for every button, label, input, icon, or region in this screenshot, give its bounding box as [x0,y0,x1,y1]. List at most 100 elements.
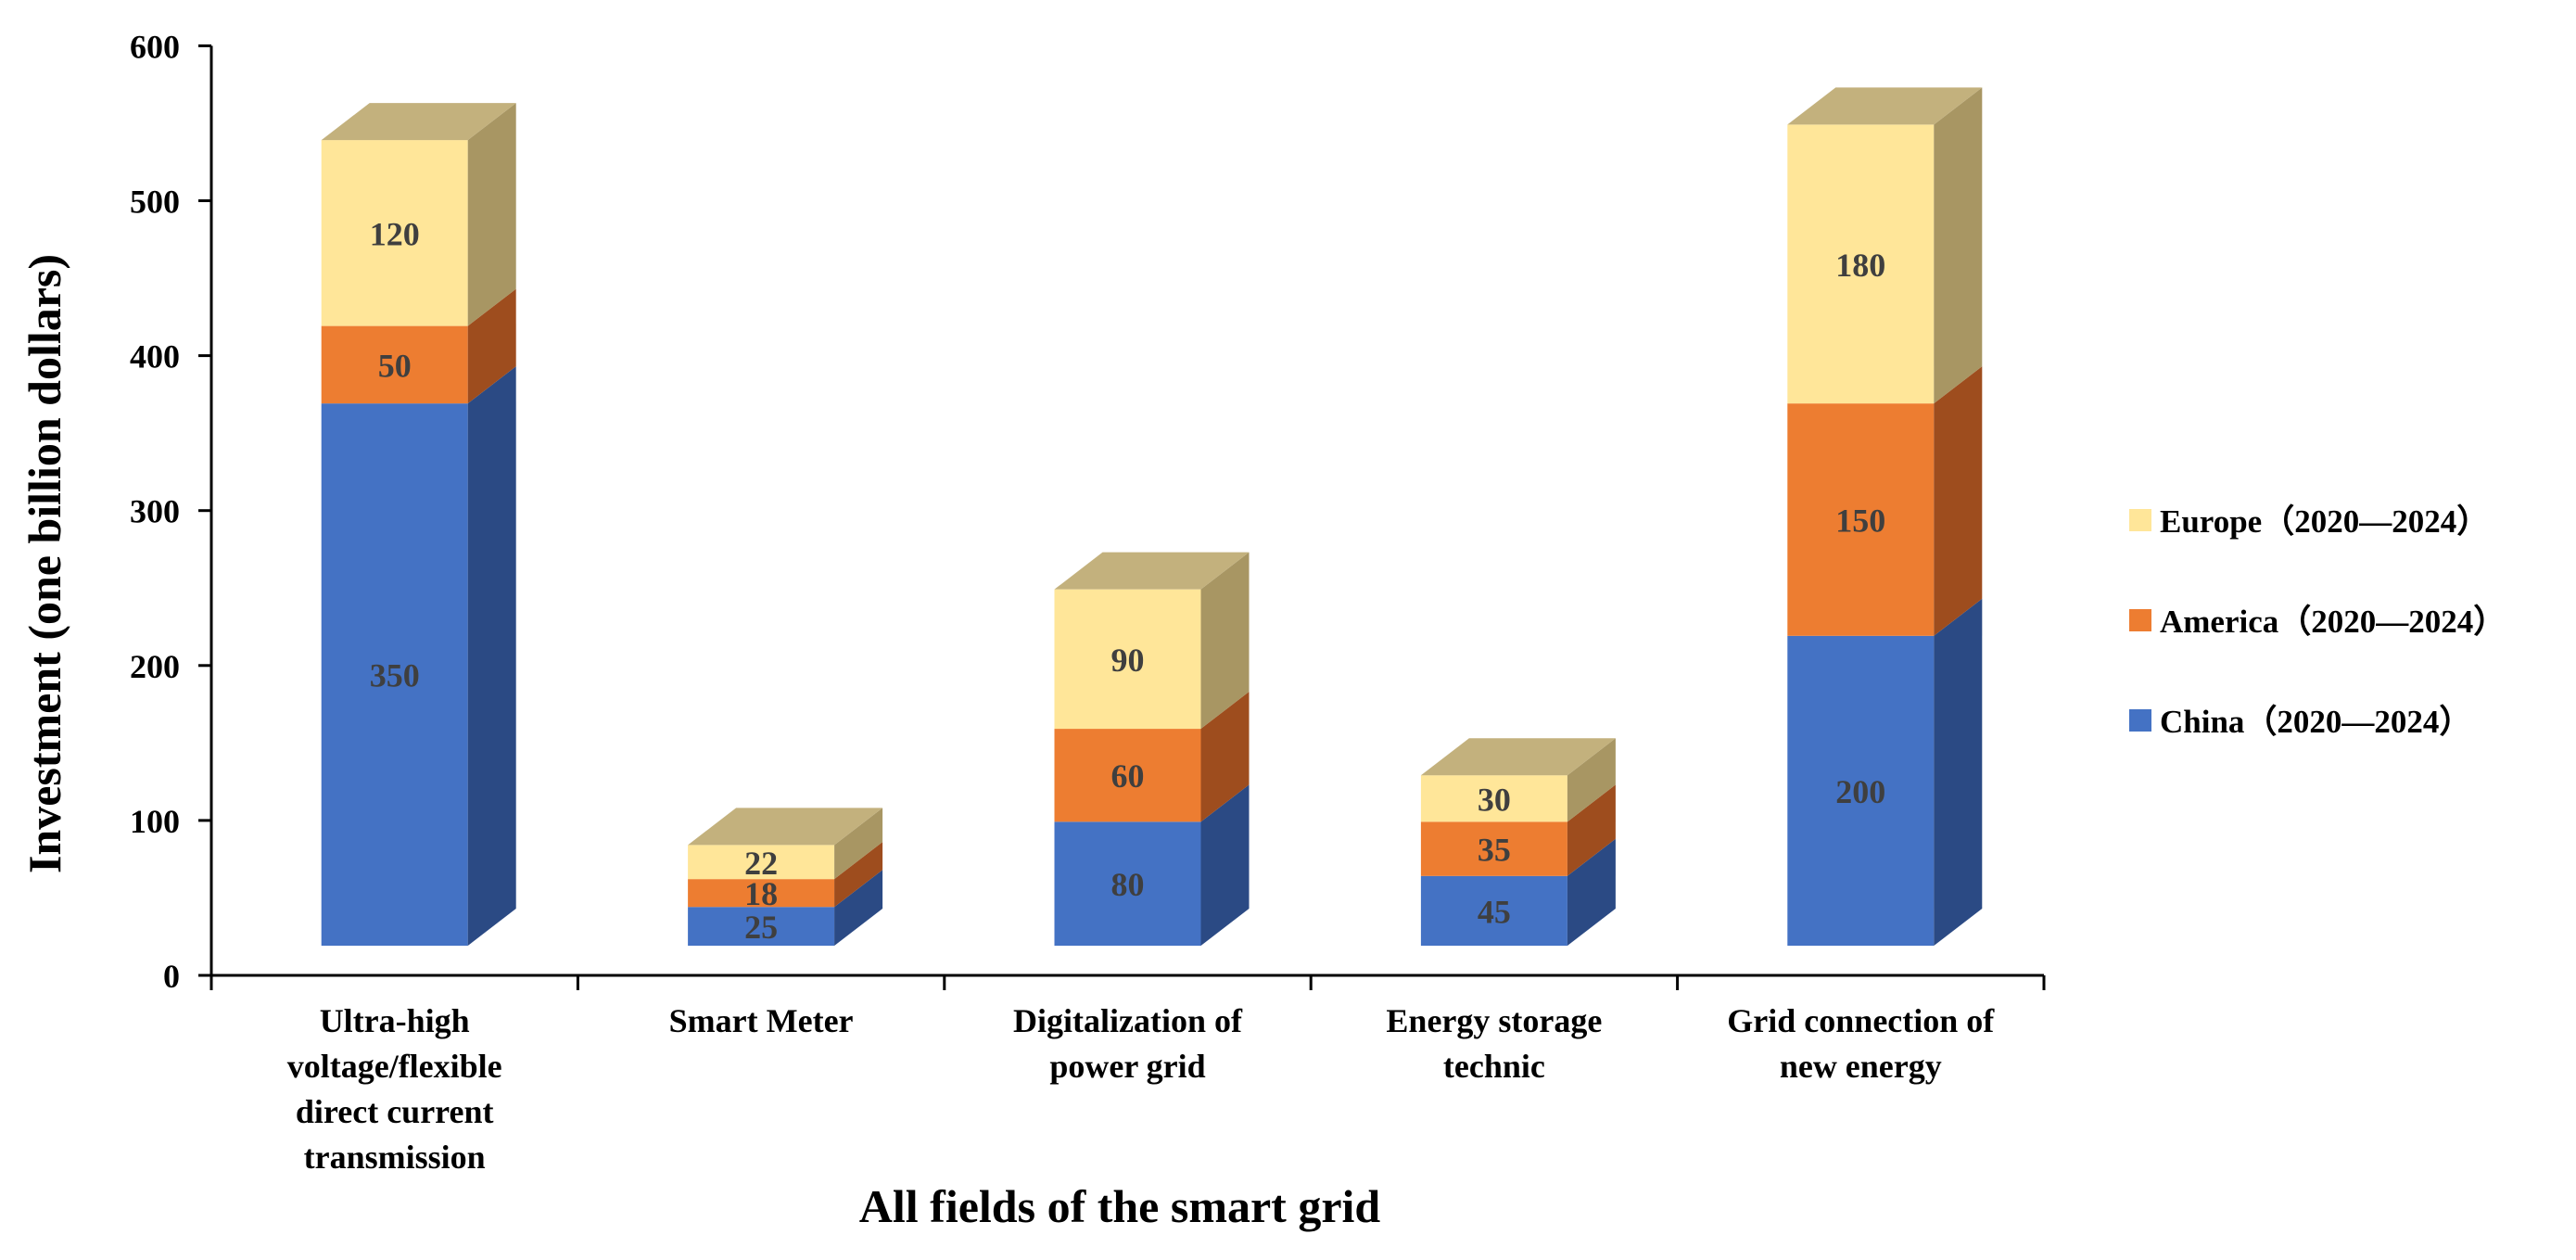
y-tick-label: 200 [130,648,180,685]
legend: Europe（2020—2024） America（2020—2024） China… [2129,503,2506,740]
bar-top-face [1054,552,1250,590]
bar-stack [1420,738,1616,946]
data-label: 25 [744,909,778,946]
y-axis-title: Investment (one billion dollars) [19,254,70,873]
data-label: 22 [744,845,778,882]
bar-front-face [1054,821,1201,946]
bar-segment [1054,552,1250,730]
bar-front-face [1420,775,1567,822]
data-label: 18 [744,875,778,912]
bar-segment [688,842,883,908]
legend-item: America（2020—2024） [2129,604,2506,640]
bar-segment [1420,784,1616,876]
bar-top-face [688,808,883,846]
y-tick-label: 100 [130,803,180,840]
category-label: Ultra-high voltage/flexible direct current… [287,1002,502,1176]
data-label: 45 [1478,893,1511,930]
category-label: Digitalization of power grid [1013,1002,1243,1085]
bar-top-face [1420,738,1616,776]
bar-side-face [834,842,883,908]
bar-front-face [688,907,835,946]
data-label: 50 [378,347,412,384]
bar-stack [1787,87,1983,946]
bar-side-face [1934,366,1983,636]
y-tick-label: 600 [130,28,180,65]
bar-segment [321,366,516,946]
legend-item: Europe（2020—2024） [2129,503,2489,540]
data-label: 60 [1111,757,1145,795]
bar-front-face [1787,124,1935,404]
bar-segment [1054,692,1250,822]
y-tick-label: 0 [163,958,180,995]
bar-stack [1054,552,1250,946]
legend-item: China（2020—2024） [2129,704,2471,740]
y-tick-label: 400 [130,338,180,375]
legend-label: China（2020—2024） [2160,704,2471,740]
bar-segment [688,808,883,880]
bar-side-face [1567,738,1616,822]
bar-front-face [1054,729,1201,822]
x-axis-title: All fields of the smart grid [859,1180,1381,1232]
bar-segment [688,870,883,946]
category-label: Grid connection of new energy [1727,1002,1995,1085]
legend-swatch [2129,709,2151,732]
data-label: 180 [1835,247,1885,284]
legend-label: Europe（2020—2024） [2160,503,2489,540]
data-label: 90 [1111,642,1145,679]
bar-segment [1054,784,1250,946]
data-label: 150 [1835,502,1885,539]
legend-swatch [2129,509,2151,531]
bar-front-face [1054,589,1201,730]
bar-side-face [1567,784,1616,876]
bar-front-face [321,140,468,326]
bar-front-face [688,845,835,880]
data-label: 120 [370,215,420,252]
bar-front-face [1420,821,1567,876]
y-tick-label: 500 [130,184,180,221]
bar-side-face [834,870,883,946]
category-labels: Ultra-high voltage/flexible direct current… [287,1002,1996,1176]
bar-side-face [467,288,516,404]
bars [321,87,1983,946]
data-label: 35 [1478,832,1511,869]
bar-segment [1420,838,1616,946]
bar-segment [1787,87,1983,404]
bar-side-face [1934,598,1983,946]
bar-side-face [1200,784,1250,946]
bar-segment [1420,738,1616,822]
bar-top-face [1787,87,1983,125]
legend-swatch [2129,609,2151,631]
bar-side-face [1934,87,1983,404]
bar-side-face [1200,552,1250,730]
category-label: Energy storage technic [1386,1002,1602,1085]
data-label: 350 [370,657,420,694]
bar-front-face [321,403,468,946]
y-tick-label: 300 [130,493,180,530]
bar-side-face [1200,692,1250,822]
x-ticks [209,975,2046,990]
data-label: 30 [1478,781,1511,818]
bar-side-face [467,103,516,326]
bar-top-face [321,103,516,141]
bar-front-face [1787,403,1935,636]
bar-front-face [688,879,835,908]
legend-label: America（2020—2024） [2160,604,2506,640]
data-label: 200 [1835,773,1885,810]
bar-segment [1787,366,1983,636]
y-ticks: 0 100 200 300 400 500 600 [130,28,211,995]
bar-side-face [467,366,516,946]
bar-segment [321,103,516,326]
bar-front-face [1787,635,1935,946]
bar-segment [1787,598,1983,946]
bar-front-face [1420,875,1567,946]
bar-front-face [321,325,468,404]
bar-segment [321,288,516,404]
bar-stack [688,808,883,946]
data-label: 80 [1111,866,1145,903]
bar-stack [321,103,516,946]
bar-side-face [1567,838,1616,946]
bar-side-face [834,808,883,880]
